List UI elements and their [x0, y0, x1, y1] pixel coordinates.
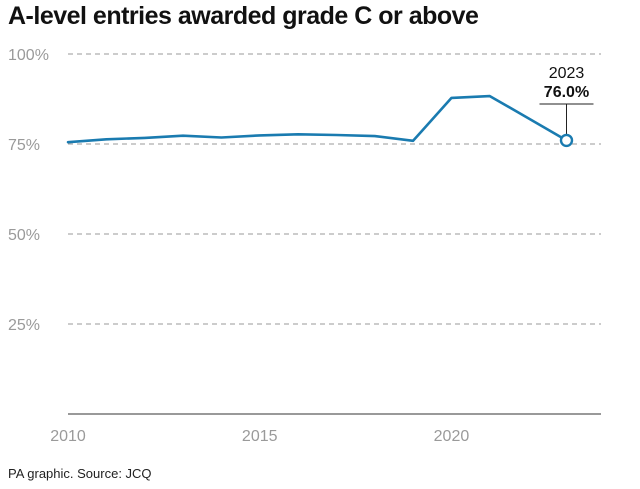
- y-tick-label: 100%: [8, 47, 49, 64]
- x-tick-label: 2015: [242, 428, 278, 445]
- series: [66, 94, 568, 144]
- tick-labels: 25% 50% 75% 100% 2010 2015 2020: [8, 47, 469, 445]
- y-tick-label: 75%: [8, 137, 40, 154]
- page-title: A-level entries awarded grade C or above: [8, 2, 479, 30]
- annotation: 2023 76.0%: [539, 65, 594, 148]
- y-tick-label: 50%: [8, 227, 40, 244]
- grid-lines: [68, 53, 601, 415]
- y-tick-label: 25%: [8, 317, 40, 334]
- series-line: [66, 94, 568, 144]
- x-tick-label: 2020: [434, 428, 470, 445]
- x-tick-label: 2010: [50, 428, 86, 445]
- annotation-marker: [559, 133, 574, 148]
- annotation-year: 2023: [549, 65, 585, 82]
- source-note: PA graphic. Source: JCQ: [8, 466, 152, 481]
- annotation-value: 76.0%: [544, 84, 589, 101]
